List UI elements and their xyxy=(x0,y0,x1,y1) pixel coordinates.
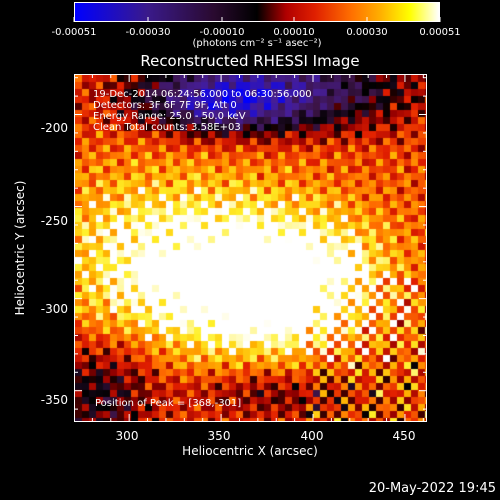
x-tick-label: 350 xyxy=(207,429,231,443)
y-axis-label: Heliocentric Y (arcsec) xyxy=(13,180,27,316)
y-tick-label: -350 xyxy=(40,393,68,407)
y-tick-label: -250 xyxy=(40,214,68,228)
x-axis-label: Heliocentric X (arcsec) xyxy=(182,444,318,458)
colorbar-tick-label: -0.00030 xyxy=(125,27,171,38)
colorbar-tick-label: 0.00030 xyxy=(346,27,388,38)
x-tick-label: 400 xyxy=(300,429,324,443)
colorbar-tick-label: 0.00010 xyxy=(273,27,315,38)
colorbar-tick-label: 0.00051 xyxy=(419,27,461,38)
colorbar-tick-label: -0.00010 xyxy=(199,27,245,38)
plot-title: Reconstructed RHESSI Image xyxy=(140,52,360,70)
y-tick-label: -200 xyxy=(40,121,68,135)
y-tick-label: -300 xyxy=(40,302,68,316)
colorbar-gradient xyxy=(75,3,439,21)
annotation-time: 19-Dec-2014 06:24:56.000 to 06:30:56.000 xyxy=(93,89,312,100)
x-tick-label: 300 xyxy=(115,429,139,443)
x-tick-label: 450 xyxy=(392,429,416,443)
annotation-peak: Position of Peak = [368,-301] xyxy=(95,398,242,409)
colorbar-tick-label: -0.00051 xyxy=(51,27,97,38)
colorbar-units: (photons cm⁻² s⁻¹ asec⁻²) xyxy=(192,38,322,49)
colorbar xyxy=(74,2,440,22)
timestamp: 20-May-2022 19:45 xyxy=(368,481,496,496)
annotation-detectors: Detectors: 3F 6F 7F 9F, Att 0 xyxy=(93,100,237,111)
heatmap-image xyxy=(75,75,426,421)
annotation-energy: Energy Range: 25.0 - 50.0 keV xyxy=(93,111,246,122)
annotation-clean: Clean Total counts: 3.58E+03 xyxy=(93,122,241,133)
plot-area: 19-Dec-2014 06:24:56.000 to 06:30:56.000… xyxy=(74,74,427,422)
